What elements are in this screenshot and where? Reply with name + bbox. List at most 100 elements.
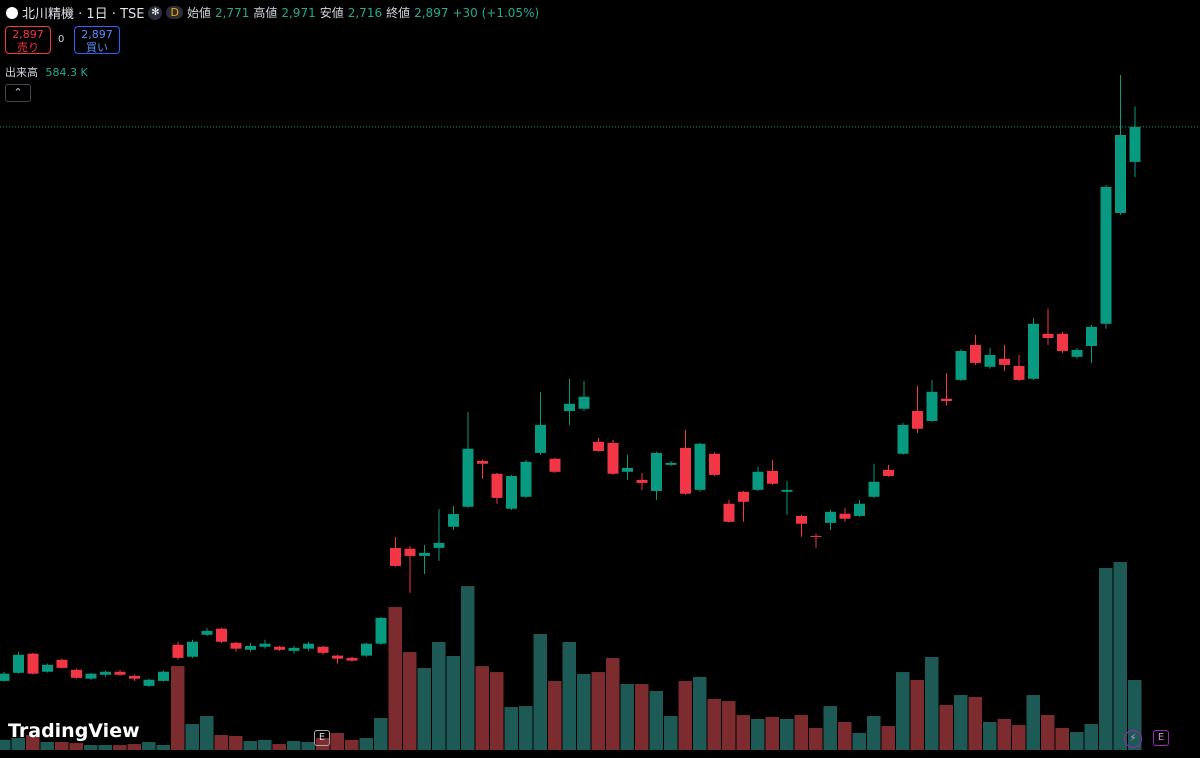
candle-body <box>187 641 198 657</box>
buy-button[interactable]: 2,897 買い <box>74 26 120 54</box>
volume-bar <box>925 656 939 750</box>
candle-body <box>462 448 474 507</box>
symbol[interactable]: 北川精機 · 1日 · TSE <box>22 7 145 22</box>
candle-body <box>259 643 271 647</box>
volume-bar <box>780 718 794 750</box>
volume-bar <box>1055 727 1069 750</box>
close-label: 終値 <box>386 6 411 20</box>
candle-body <box>245 645 256 650</box>
volume-bar <box>1113 562 1127 750</box>
volume-bar <box>330 732 344 750</box>
interval-badge: D <box>166 6 183 19</box>
volume-bar <box>562 641 576 750</box>
candle-body <box>491 473 503 498</box>
volume-bar <box>751 718 765 750</box>
open-label: 始値 <box>186 6 211 20</box>
event-icon[interactable]: ⚡ <box>1124 730 1142 748</box>
volume-bar <box>1026 695 1040 750</box>
volume-bar <box>533 633 547 750</box>
volume-bar <box>968 696 982 750</box>
sell-price: 2,897 <box>12 28 44 41</box>
volume-bar <box>736 715 750 750</box>
candle-body <box>578 396 590 409</box>
logo <box>6 6 18 19</box>
candle-body <box>317 646 329 653</box>
candle-body <box>665 462 677 465</box>
candle-body <box>42 664 53 672</box>
earnings-marker[interactable]: E <box>314 730 330 746</box>
sell-label: 売り <box>17 41 39 54</box>
volume-bar <box>214 735 228 750</box>
collapse-button[interactable]: ⌃ <box>5 84 31 102</box>
volume-bar <box>0 739 11 750</box>
volume-bar <box>113 744 127 750</box>
volume-bar <box>200 715 214 750</box>
session-icon: ✻ <box>148 5 163 20</box>
volume-bar <box>171 666 185 750</box>
earnings-marker[interactable]: E <box>1153 730 1169 746</box>
volume-value: 584.3 K <box>45 66 88 79</box>
candle-body <box>1115 134 1126 214</box>
candle-body <box>926 391 938 421</box>
volume-bar <box>504 707 518 750</box>
candle-body <box>404 548 416 556</box>
volume-bar <box>997 718 1011 750</box>
candle-body <box>448 514 459 527</box>
volume-bar <box>635 684 649 750</box>
volume-bar <box>577 673 591 750</box>
candle-body <box>767 470 778 484</box>
high-label: 高値 <box>253 6 278 20</box>
candle-body <box>781 489 793 492</box>
volume-bar <box>26 735 40 750</box>
volume-bar <box>649 690 663 750</box>
volume-bar <box>620 684 634 750</box>
volume-bar <box>823 706 837 750</box>
candle-body <box>984 354 996 367</box>
candle-body <box>636 479 648 483</box>
candle-body <box>506 475 517 509</box>
candle-body <box>854 503 865 516</box>
volume-bar <box>722 701 736 750</box>
candle-body <box>1013 366 1025 380</box>
candle-body <box>1086 326 1097 347</box>
volume-bar <box>954 695 968 750</box>
candle-body <box>433 542 445 548</box>
candle-body <box>27 653 39 674</box>
volume-bar <box>287 741 301 750</box>
candle-body <box>100 671 111 675</box>
candle-body <box>56 659 68 668</box>
volume-bar <box>40 741 54 750</box>
candle-body <box>622 467 633 472</box>
volume-bar <box>1041 715 1055 750</box>
sell-button[interactable]: 2,897 売り <box>5 26 51 54</box>
volume-bar <box>258 739 272 750</box>
volume-bar <box>983 721 997 750</box>
candle-body <box>274 646 285 650</box>
volume-bar <box>316 738 330 750</box>
candle-body <box>868 481 880 497</box>
volume-bar <box>11 738 25 750</box>
volume-bar <box>142 741 156 750</box>
candle-body <box>549 458 561 472</box>
candle-body <box>13 654 24 673</box>
candle-body <box>709 453 720 475</box>
candle-body <box>1028 323 1039 379</box>
candle-body <box>114 671 126 675</box>
candle-body <box>651 452 662 491</box>
candle-body <box>970 344 981 363</box>
volume-bar <box>98 744 112 750</box>
candle-body <box>361 643 372 656</box>
low-value: 2,716 <box>347 5 383 20</box>
candle-body <box>520 461 532 497</box>
open-value: 2,771 <box>214 5 250 20</box>
candle-body <box>303 643 314 649</box>
candle-body <box>796 515 807 524</box>
volume-bar <box>359 738 373 750</box>
volume-bar <box>1084 724 1098 750</box>
volume-bar <box>229 735 243 750</box>
volume-bar <box>185 724 199 750</box>
candle-body <box>941 398 952 401</box>
volume-bar <box>84 744 98 750</box>
volume-bar <box>1070 732 1084 750</box>
